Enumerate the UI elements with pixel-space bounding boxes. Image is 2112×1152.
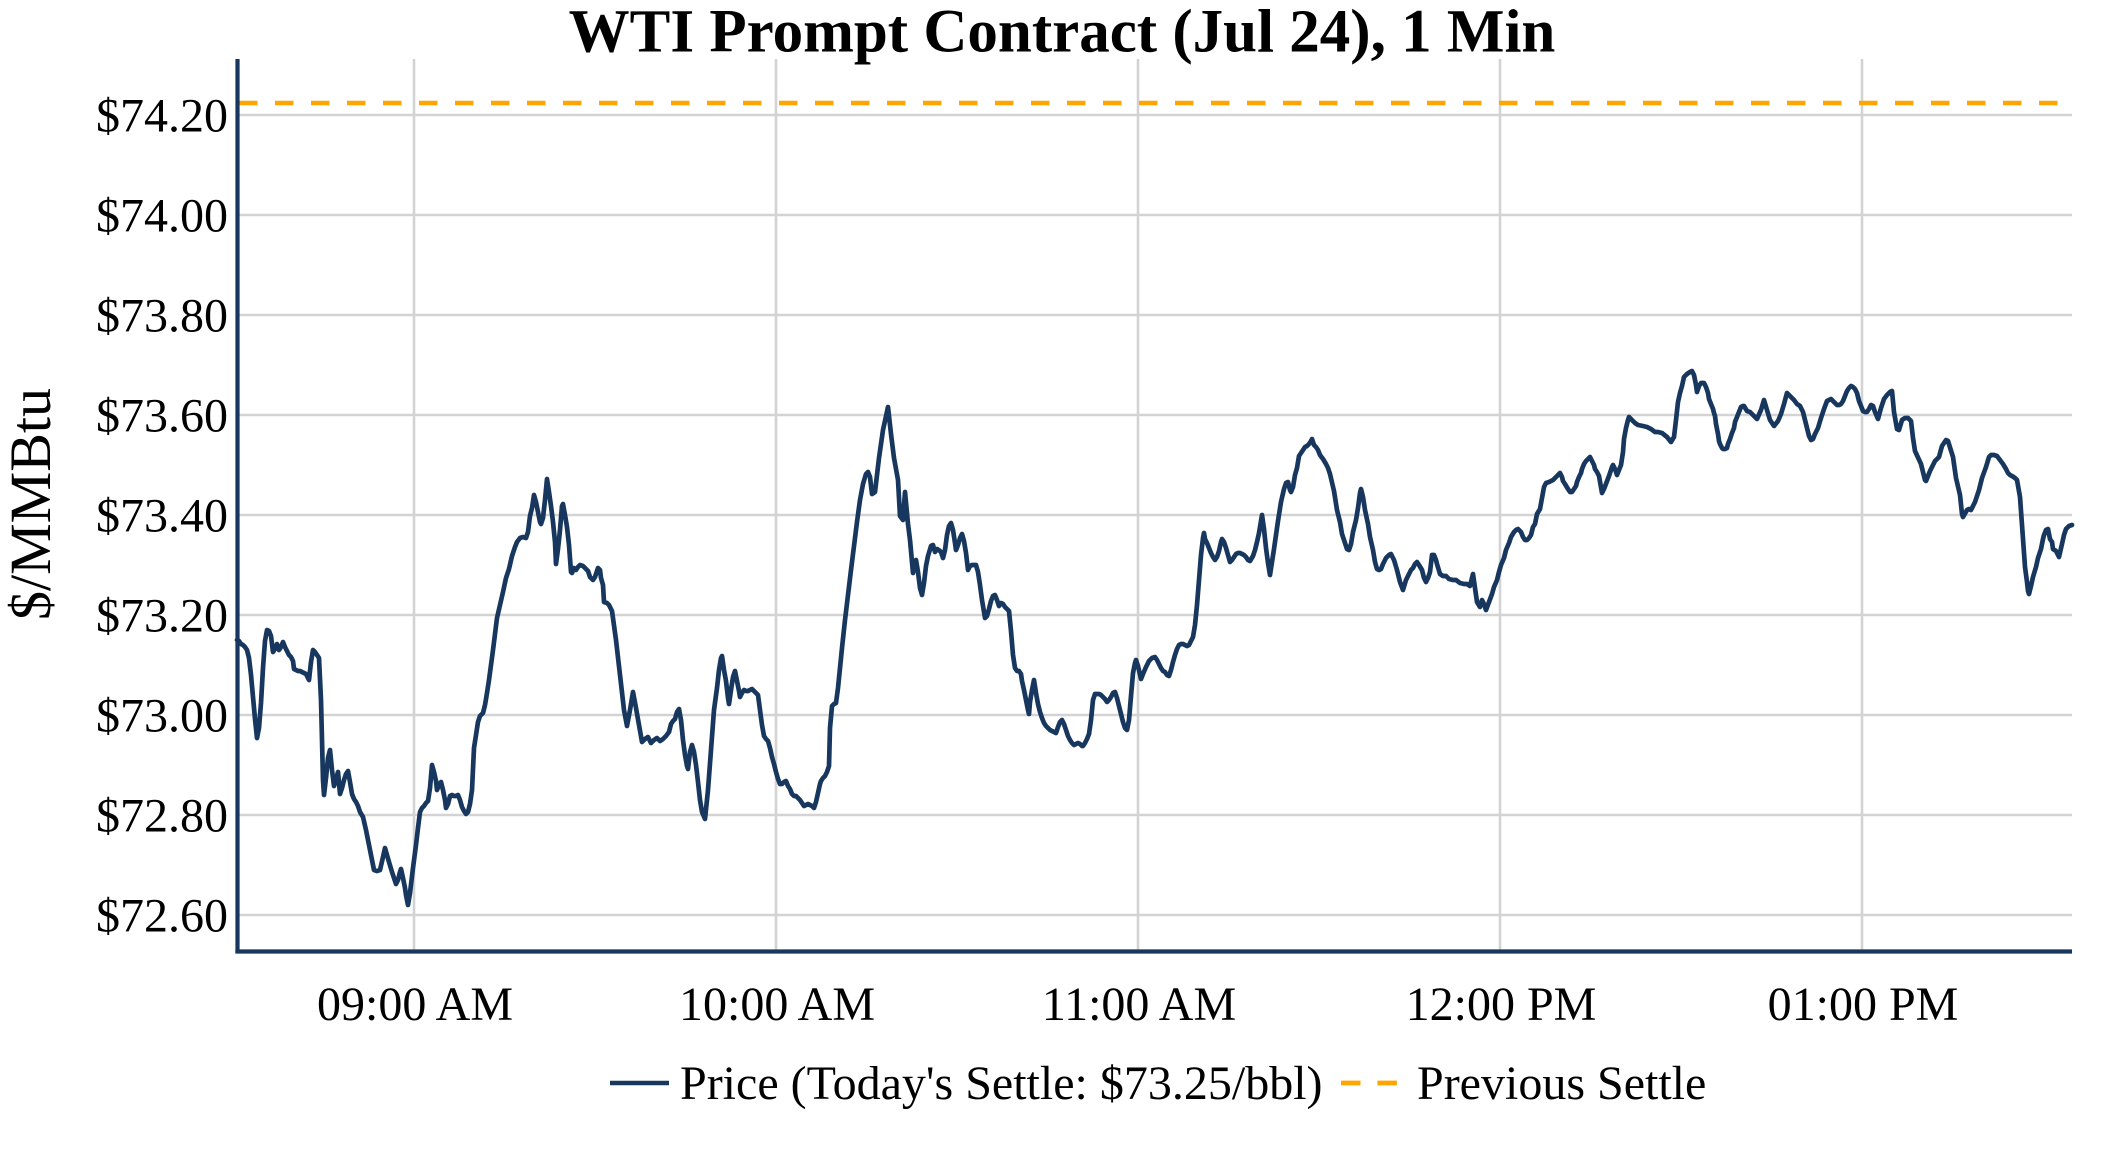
svg-text:$73.80: $73.80 [96, 290, 228, 343]
svg-text:01:00 PM: 01:00 PM [1768, 978, 1959, 1031]
svg-text:09:00 AM: 09:00 AM [317, 978, 513, 1031]
svg-text:$74.00: $74.00 [96, 190, 228, 243]
svg-text:10:00 AM: 10:00 AM [679, 978, 875, 1031]
svg-text:$74.20: $74.20 [96, 90, 228, 143]
svg-text:WTI Prompt Contract (Jul 24),: WTI Prompt Contract (Jul 24), 1 Min [569, 0, 1556, 66]
svg-text:$72.60: $72.60 [96, 890, 228, 943]
svg-text:$73.40: $73.40 [96, 490, 228, 543]
svg-text:Price (Today's Settle: $73.25/: Price (Today's Settle: $73.25/bbl) [680, 1057, 1323, 1110]
svg-text:$72.80: $72.80 [96, 790, 228, 843]
svg-text:Previous Settle: Previous Settle [1417, 1057, 1706, 1110]
svg-text:12:00 PM: 12:00 PM [1406, 978, 1597, 1031]
svg-text:$/MMBtu: $/MMBtu [0, 388, 63, 620]
svg-text:11:00 AM: 11:00 AM [1042, 978, 1236, 1031]
svg-text:$73.20: $73.20 [96, 590, 228, 643]
svg-text:$73.00: $73.00 [96, 690, 228, 743]
svg-text:$73.60: $73.60 [96, 390, 228, 443]
